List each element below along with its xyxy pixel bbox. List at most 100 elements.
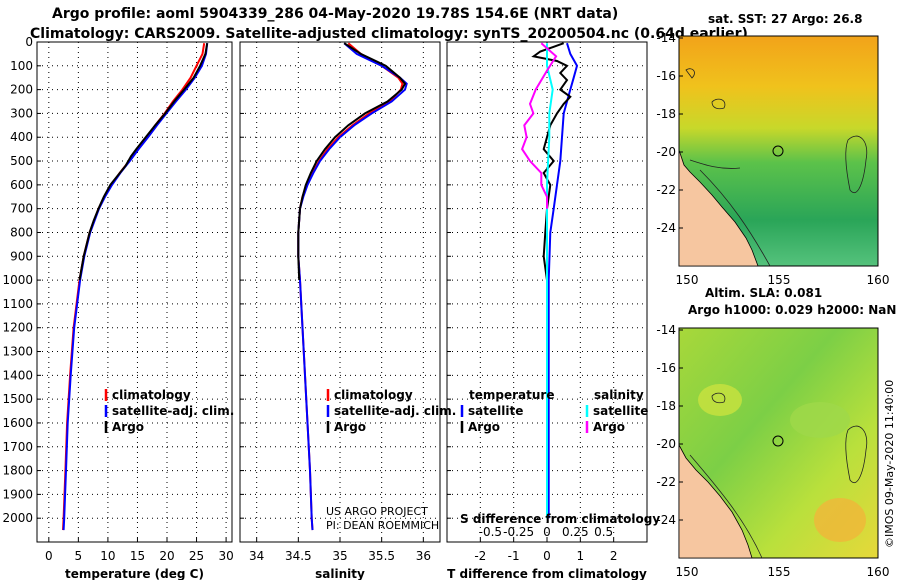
y-tick-label: 1200 [2, 321, 33, 335]
legend-label-s-satellite: satellite [593, 404, 648, 418]
sla-eddy [790, 402, 850, 438]
y-tick-label: 1600 [2, 416, 33, 430]
map-y-tick-label: -22 [656, 475, 676, 489]
series-line-s-satellite [546, 43, 554, 519]
salinity-legend: climatology satellite-adj. clim. Argo US… [326, 388, 456, 532]
map-y-tick-label: -16 [656, 361, 676, 375]
y-tick-label: 1800 [2, 464, 33, 478]
s-tick-label: 0.25 [562, 525, 589, 539]
x-tick-label: 36 [416, 549, 431, 563]
project-credit: US ARGO PROJECT [326, 505, 428, 518]
sla-map [678, 327, 879, 559]
y-tick-label: 1700 [2, 440, 33, 454]
series-line-t-argo [531, 42, 572, 281]
temperature-plot: 0100200300400500600700800900100011001200… [2, 35, 233, 580]
y-tick-label: 100 [10, 59, 33, 73]
legend-label-s-argo: Argo [593, 420, 625, 434]
climatology-title: Climatology: CARS2009. Satellite-adjuste… [30, 26, 748, 42]
legend-title-temperature: temperature [469, 388, 554, 402]
y-tick-label: 1500 [2, 392, 33, 406]
salinity-plot: 34 34.5 35 35.5 36 salinity [239, 41, 441, 580]
plot-area [37, 42, 232, 542]
x-tick-label: 30 [218, 549, 233, 563]
y-tick-label: 1100 [2, 297, 33, 311]
s-tick-label: 0 [543, 525, 551, 539]
legend-label-satellite: satellite-adj. clim. [334, 404, 456, 418]
y-tick-label: 600 [10, 178, 33, 192]
x-tick-label: 2 [610, 549, 618, 563]
x-tick-label: 35 [332, 549, 347, 563]
x-tick-label: 35.5 [368, 549, 395, 563]
legend-label-t-satellite: satellite [468, 404, 523, 418]
sst-island-contour [711, 98, 726, 110]
sla-reef-contour [689, 454, 763, 559]
x-tick-label: -1 [508, 549, 520, 563]
temperature-legend: climatology satellite-adj. clim. Argo [104, 388, 234, 434]
legend-label-climatology: climatology [112, 388, 191, 402]
s-axis-label: S difference from climatology [460, 512, 660, 526]
sla-plateau-contour [845, 425, 868, 483]
sst-plateau-contour [845, 135, 868, 193]
map-y-tick-label: -14 [656, 323, 676, 337]
sst-map [678, 35, 879, 267]
sla-island-contour [711, 392, 726, 404]
map-y-tick-label: -22 [656, 183, 676, 197]
sst-map-ticks: 150 155 160 -14 -16 -18 -20 -22 -24 [656, 31, 889, 287]
series-line-argo [297, 42, 407, 281]
y-tick-label: 1300 [2, 345, 33, 359]
difference-legend: temperature salinity satellite Argo sate… [460, 388, 660, 526]
legend-label-argo: Argo [334, 420, 366, 434]
y-tick-label: 2000 [2, 511, 33, 525]
legend-label-t-argo: Argo [468, 420, 500, 434]
sst-island-contour [685, 68, 695, 79]
x-tick-label: 0 [45, 549, 53, 563]
argo-float-marker [772, 435, 784, 447]
x-tick-label: 10 [100, 549, 115, 563]
sst-land [678, 149, 759, 267]
y-tick-label: 0 [25, 35, 33, 49]
map-y-tick-label: -18 [656, 107, 676, 121]
legend-label-climatology: climatology [334, 388, 413, 402]
argo-float-marker [772, 145, 784, 157]
s-tick-label: -0.5 [479, 525, 502, 539]
plot-frame [239, 41, 441, 543]
x-axis-label: temperature (deg C) [65, 567, 204, 580]
map-x-tick-label: 155 [768, 565, 791, 579]
y-tick-label: 300 [10, 106, 33, 120]
x-axis-label: T difference from climatology [447, 567, 647, 580]
x-tick-label: 15 [130, 549, 145, 563]
x-axis-label: salinity [315, 567, 365, 580]
map-x-tick-label: 150 [676, 273, 699, 287]
plot-frame [36, 41, 233, 543]
x-tick-label: 34.5 [285, 549, 312, 563]
y-tick-label: 500 [10, 154, 33, 168]
y-tick-label: 800 [10, 225, 33, 239]
x-tick-label: 20 [159, 549, 174, 563]
pi-credit: PI: DEAN ROEMMICH [326, 519, 439, 532]
profile-title: Argo profile: aoml 5904339_286 04-May-20… [52, 6, 619, 22]
sla-map-ticks: 150 155 160 -14 -16 -18 -20 -22 -24 [656, 323, 889, 579]
map-x-tick-label: 150 [676, 565, 699, 579]
y-tick-label: 700 [10, 202, 33, 216]
map-x-tick-label: 160 [867, 273, 890, 287]
y-tick-label: 1000 [2, 273, 33, 287]
map-x-tick-label: 155 [768, 273, 791, 287]
legend-label-argo: Argo [112, 420, 144, 434]
map-y-tick-label: -20 [656, 437, 676, 451]
series-line-s-argo [520, 42, 558, 209]
y-tick-label: 200 [10, 83, 33, 97]
x-tick-label: 5 [75, 549, 83, 563]
s-tick-label: -0.25 [503, 525, 534, 539]
map-y-tick-label: -16 [656, 69, 676, 83]
series-line-t-satellite [547, 42, 579, 519]
series-line-satellite-adj-clim- [297, 42, 408, 531]
sla-eddy [698, 384, 742, 416]
x-tick-label: 34 [249, 549, 264, 563]
x-tick-label: 1 [577, 549, 585, 563]
map-y-tick-label: -18 [656, 399, 676, 413]
sla-eddy [814, 498, 866, 542]
plot-frame [446, 41, 648, 543]
map-x-tick-label: 160 [867, 565, 890, 579]
sst-reef-contour [699, 169, 771, 267]
